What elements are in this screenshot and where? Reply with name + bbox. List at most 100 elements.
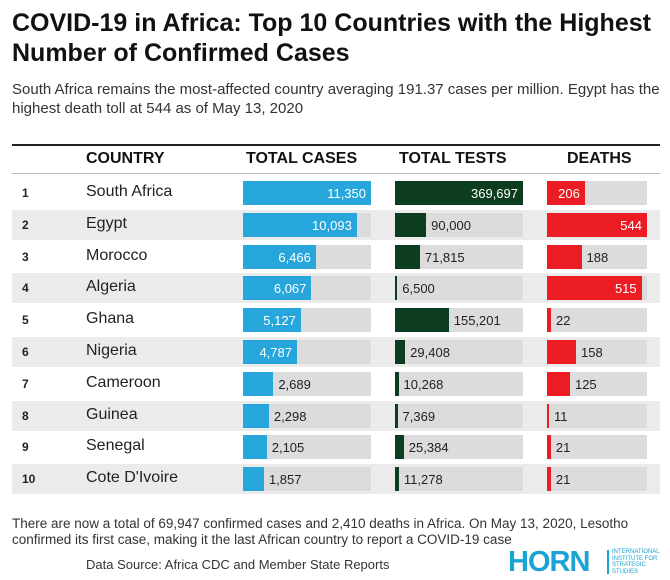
column-header-total-cases: TOTAL CASES xyxy=(246,150,358,167)
cases-value-label: 11,350 xyxy=(327,186,366,201)
deaths-bar xyxy=(547,308,552,333)
deaths-track: 188 xyxy=(547,244,647,269)
country-label: Guinea xyxy=(86,405,138,423)
column-header-country: COUNTRY xyxy=(86,150,165,167)
cases-track: 2,298 xyxy=(243,403,371,428)
deaths-bar xyxy=(547,212,647,237)
cases-bar xyxy=(243,181,371,205)
tests-bar xyxy=(395,340,406,364)
deaths-track: 206 xyxy=(547,181,647,205)
table-row: 2 Egypt 10,093 90,000 544 xyxy=(12,209,660,240)
deaths-track: 544 xyxy=(547,212,647,237)
table-row: 8 Guinea 2,298 7,369 11 xyxy=(12,400,660,431)
tests-value-label: 29,408 xyxy=(410,345,450,360)
rank-label: 5 xyxy=(22,313,29,328)
tests-bar xyxy=(395,181,523,205)
country-label: Egypt xyxy=(86,214,127,232)
rank-label: 6 xyxy=(22,345,29,359)
tests-bar xyxy=(395,403,398,428)
tests-bar xyxy=(395,212,427,237)
table-row: 6 Nigeria 4,787 29,408 158 xyxy=(12,337,660,367)
deaths-track: 125 xyxy=(547,371,647,396)
deaths-bar xyxy=(547,181,585,205)
deaths-bar xyxy=(547,467,551,492)
cases-value-label: 2,105 xyxy=(271,440,305,456)
deaths-bar xyxy=(547,371,570,396)
table-row: 7 Cameroon 2,689 10,268 125 xyxy=(12,369,660,399)
cases-value-label: 6,067 xyxy=(273,281,307,297)
deaths-value-label: 11 xyxy=(554,408,568,424)
deaths-value-label: 21 xyxy=(555,440,571,456)
tests-track: 10,268 xyxy=(395,371,523,396)
table-top-rule xyxy=(12,144,660,146)
tests-track: 25,384 xyxy=(395,435,523,460)
tests-bar xyxy=(395,308,449,333)
cases-track: 6,466 xyxy=(243,244,371,269)
logo-divider xyxy=(607,550,609,574)
cases-track: 11,350 xyxy=(243,181,371,205)
rank-label: 3 xyxy=(22,249,29,264)
cases-value-label: 2,689 xyxy=(278,376,311,392)
logo-wordmark: HORN xyxy=(508,546,590,578)
page-title: COVID-19 in Africa: Top 10 Countries wit… xyxy=(12,9,651,67)
tests-track: 29,408 xyxy=(395,340,523,364)
cases-bar xyxy=(243,212,357,237)
footer-note: There are now a total of 69,947 confirme… xyxy=(12,516,629,547)
tests-track: 369,697 xyxy=(395,181,523,205)
deaths-value-label: 544 xyxy=(620,217,642,233)
cases-track: 10,093 xyxy=(243,212,371,237)
deaths-value-label: 22 xyxy=(556,313,571,329)
country-label: Cameroon xyxy=(86,373,161,391)
deaths-bar xyxy=(547,276,642,301)
column-header-total-tests: TOTAL TESTS xyxy=(399,150,507,167)
cases-track: 2,689 xyxy=(243,371,371,396)
cases-value-label: 4,787 xyxy=(259,345,292,360)
deaths-value-label: 188 xyxy=(586,249,609,265)
table-row: 3 Morocco 6,466 71,815 188 xyxy=(12,242,660,272)
deaths-value-label: 158 xyxy=(581,345,603,360)
country-label: Algeria xyxy=(86,278,136,296)
tests-bar xyxy=(395,435,404,460)
tests-value-label: 155,201 xyxy=(453,313,501,329)
deaths-track: 158 xyxy=(547,340,647,364)
deaths-bar xyxy=(547,435,551,460)
cases-bar xyxy=(243,435,267,460)
country-label: Cote D'Ivoire xyxy=(86,469,178,487)
tests-bar xyxy=(395,244,420,269)
cases-bar xyxy=(243,308,301,333)
cases-bar xyxy=(243,371,274,396)
deaths-bar xyxy=(547,340,577,364)
tests-track: 90,000 xyxy=(395,212,523,237)
tests-track: 71,815 xyxy=(395,244,523,269)
deaths-bar xyxy=(547,244,582,269)
tests-value-label: 25,384 xyxy=(408,440,449,456)
cases-bar xyxy=(243,467,264,492)
column-header-deaths: DEATHS xyxy=(567,150,632,167)
tests-track: 6,500 xyxy=(395,276,523,301)
rank-label: 7 xyxy=(22,376,29,391)
tests-value-label: 6,500 xyxy=(402,281,435,297)
tests-value-label: 71,815 xyxy=(424,249,465,265)
table-row: 4 Algeria 6,067 6,500 515 xyxy=(12,273,660,304)
deaths-value-label: 125 xyxy=(574,376,597,392)
country-label: Senegal xyxy=(86,437,145,455)
deaths-track: 515 xyxy=(547,276,647,301)
tests-value-label: 369,697 xyxy=(471,186,518,201)
country-label: Ghana xyxy=(86,310,135,328)
tests-value-label: 11,278 xyxy=(403,472,443,488)
tests-bar xyxy=(395,276,398,301)
deaths-value-label: 206 xyxy=(558,186,580,201)
tests-bar xyxy=(395,467,399,492)
country-label: Morocco xyxy=(86,246,148,264)
rank-label: 10 xyxy=(22,472,36,487)
cases-track: 5,127 xyxy=(243,308,371,333)
cases-value-label: 5,127 xyxy=(263,313,296,329)
tests-track: 7,369 xyxy=(395,403,523,428)
cases-track: 4,787 xyxy=(243,340,371,364)
table-row: 9 Senegal 2,105 25,384 21 xyxy=(12,432,660,462)
country-label: South Africa xyxy=(86,183,173,200)
tests-value-label: 10,268 xyxy=(403,376,444,392)
table-row: 10 Cote D'Ivoire 1,857 11,278 21 xyxy=(12,464,660,495)
logo-subtitle: International Institute for Strategic St… xyxy=(612,549,660,575)
deaths-track: 21 xyxy=(547,467,647,492)
